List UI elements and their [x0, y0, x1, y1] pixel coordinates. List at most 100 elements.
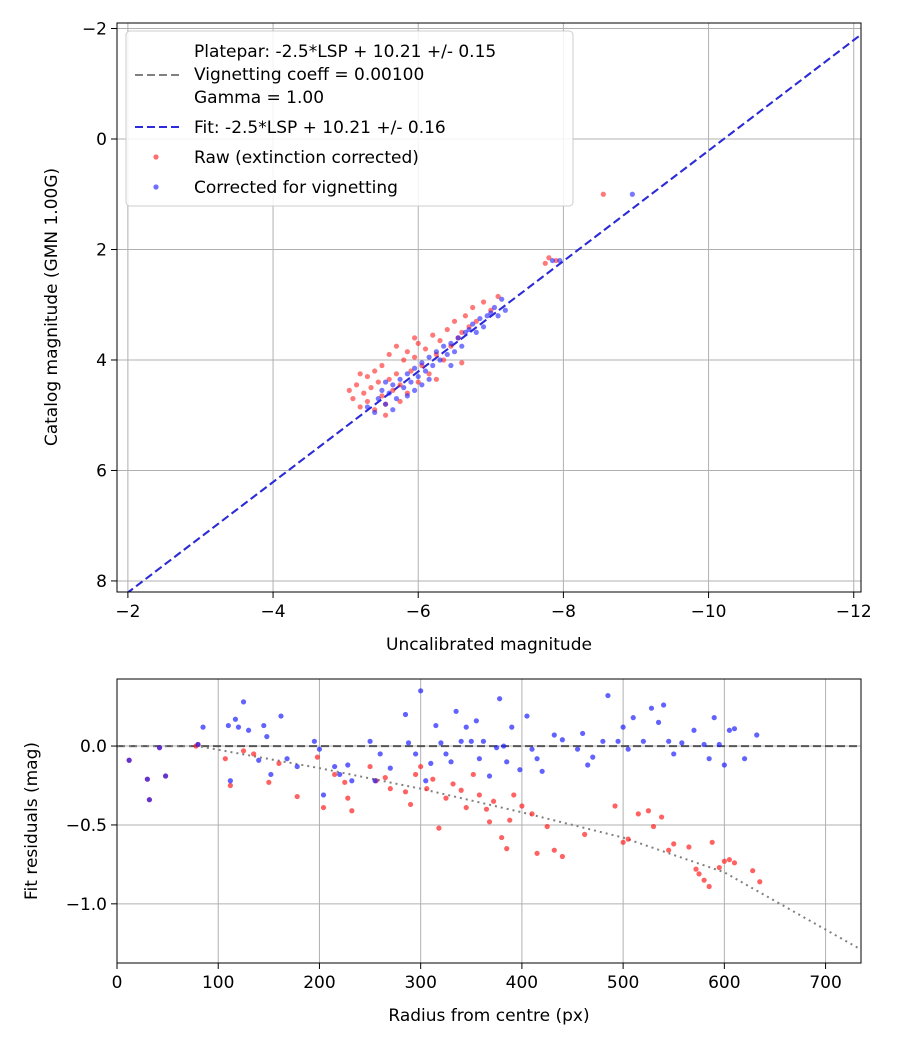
point-corrected-for-vignetting [332, 763, 338, 770]
point-corrected-for-vignetting [144, 776, 150, 782]
point-corrected-for-vignetting [261, 722, 267, 729]
bottom-plot-frame [116, 678, 862, 964]
point-corrected-for-vignetting [387, 765, 393, 771]
point-raw-extinction-corrected [386, 376, 392, 382]
point-corrected-for-vignetting [615, 738, 621, 744]
point-corrected-for-vignetting [418, 688, 424, 694]
point-corrected-for-vignetting [430, 362, 436, 369]
legend-platepar-line1: Platepar: -2.5*LSP + 10.21 +/- 0.15 [194, 42, 496, 62]
point-raw-extinction-corrected [342, 779, 348, 785]
point-corrected-for-vignetting [423, 778, 429, 784]
point-corrected-for-vignetting [232, 716, 239, 722]
legend-platepar-line2: Vignetting coeff = 0.00100 [194, 65, 424, 85]
point-corrected-for-vignetting [473, 329, 479, 335]
point-corrected-for-vignetting [459, 343, 465, 349]
point-corrected-for-vignetting [345, 762, 351, 768]
point-corrected-for-vignetting [524, 713, 530, 719]
point-corrected-for-vignetting [377, 751, 383, 757]
y-tick-label: 8 [96, 572, 107, 592]
point-raw-extinction-corrected [600, 191, 606, 197]
x-tick-label: −6 [406, 602, 431, 622]
top-scatter-points [346, 191, 635, 418]
point-corrected-for-vignetting [741, 756, 748, 762]
bottom-model-lines [117, 745, 861, 951]
point-raw-extinction-corrected [696, 871, 702, 877]
bottom-x-ticks: 0 100 200 300 400 500 600 700 [112, 963, 842, 993]
point-corrected-for-vignetting [437, 357, 443, 363]
point-raw-extinction-corrected [757, 879, 763, 885]
point-corrected-for-vignetting [605, 692, 611, 699]
x-tick-label: −2 [115, 602, 140, 622]
point-corrected-for-vignetting [382, 379, 389, 385]
point-raw-extinction-corrected [635, 811, 641, 817]
point-raw-extinction-corrected [424, 786, 430, 792]
point-corrected-for-vignetting [640, 738, 646, 744]
point-corrected-for-vignetting [574, 746, 581, 752]
point-raw-extinction-corrected [582, 831, 588, 838]
point-raw-extinction-corrected [294, 793, 300, 800]
point-raw-extinction-corrected [542, 260, 548, 266]
point-raw-extinction-corrected [357, 371, 363, 377]
point-corrected-for-vignetting [463, 724, 469, 730]
point-raw-extinction-corrected [612, 803, 618, 809]
point-corrected-for-vignetting [549, 257, 556, 264]
point-raw-extinction-corrected [390, 387, 396, 393]
point-raw-extinction-corrected [553, 257, 559, 264]
point-corrected-for-vignetting [731, 726, 738, 732]
point-corrected-for-vignetting [311, 738, 317, 744]
magnitude-chart: −2 −4 −6 −8 −10 −12 −2 0 2 4 6 8 Uncalibrated magn… [42, 20, 872, 655]
point-corrected-for-vignetting [386, 390, 392, 396]
bottom-x-axis-label: Radius from centre (px) [388, 1006, 589, 1026]
point-raw-extinction-corrected [443, 795, 449, 801]
point-corrected-for-vignetting [509, 724, 515, 730]
top-y-ticks: −2 0 2 4 6 8 [82, 20, 117, 592]
point-raw-extinction-corrected [314, 754, 321, 760]
point-corrected-for-vignetting [448, 340, 454, 347]
point-corrected-for-vignetting [648, 705, 655, 711]
point-raw-extinction-corrected [415, 340, 421, 347]
point-raw-extinction-corrected [666, 847, 672, 853]
point-corrected-for-vignetting [453, 708, 459, 714]
point-raw-extinction-corrected [721, 858, 727, 864]
point-raw-extinction-corrected [251, 751, 257, 757]
x-tick-label: −12 [836, 602, 872, 622]
point-corrected-for-vignetting [404, 393, 410, 399]
point-corrected-for-vignetting [502, 307, 508, 313]
point-raw-extinction-corrected [495, 293, 501, 300]
x-tick-label: 0 [112, 973, 123, 993]
point-corrected-for-vignetting [402, 711, 409, 718]
point-corrected-for-vignetting [754, 732, 760, 738]
point-corrected-for-vignetting [458, 738, 464, 744]
point-corrected-for-vignetting [405, 740, 412, 746]
point-corrected-for-vignetting [415, 373, 421, 380]
point-corrected-for-vignetting [470, 321, 476, 327]
point-corrected-for-vignetting [585, 762, 591, 768]
point-raw-extinction-corrected [402, 789, 409, 795]
bottom-scatter-points [126, 688, 763, 890]
point-raw-extinction-corrected [401, 357, 407, 363]
point-raw-extinction-corrected [393, 371, 400, 377]
point-raw-extinction-corrected [504, 846, 510, 852]
point-corrected-for-vignetting [493, 745, 500, 751]
point-raw-extinction-corrected [404, 349, 410, 355]
point-corrected-for-vignetting [156, 745, 163, 751]
point-corrected-for-vignetting [462, 329, 469, 335]
point-raw-extinction-corrected [701, 877, 707, 883]
bottom-y-axis-label: Fit residuals (mag) [22, 742, 42, 900]
point-raw-extinction-corrected [379, 393, 385, 399]
x-tick-label: 700 [809, 973, 841, 993]
y-tick-label: 2 [96, 240, 107, 260]
point-raw-extinction-corrected [645, 808, 652, 814]
point-corrected-for-vignetting [539, 768, 545, 774]
point-corrected-for-vignetting [316, 746, 323, 752]
top-y-axis-label: Catalog magnitude (GMN 1.00G) [42, 168, 62, 446]
point-raw-extinction-corrected [709, 839, 715, 845]
point-raw-extinction-corrected [368, 385, 374, 391]
point-raw-extinction-corrected [364, 398, 371, 405]
point-corrected-for-vignetting [294, 763, 300, 770]
point-corrected-for-vignetting [422, 368, 429, 374]
point-raw-extinction-corrected [463, 804, 469, 811]
point-raw-extinction-corrected [408, 368, 414, 374]
point-corrected-for-vignetting [590, 754, 596, 760]
